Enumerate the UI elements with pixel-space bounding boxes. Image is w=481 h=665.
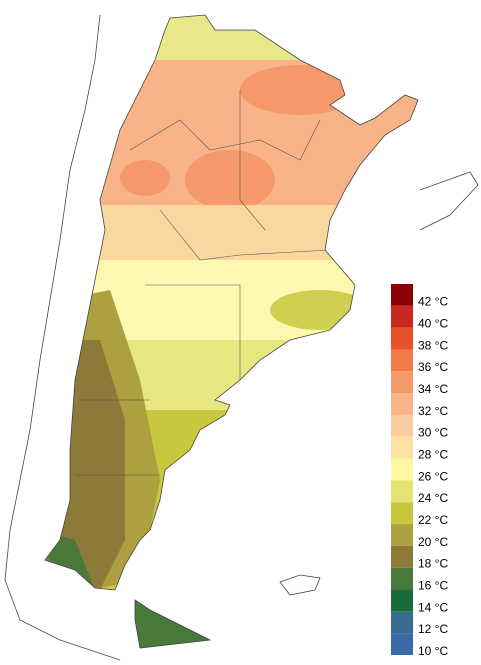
legend-label: 38 °C	[418, 338, 448, 352]
zone	[45, 15, 418, 70]
malvinas	[279, 574, 321, 596]
legend-swatch	[391, 611, 413, 634]
legend-swatch	[391, 393, 413, 415]
legend-swatch	[391, 633, 413, 655]
legend-swatch	[391, 371, 413, 394]
legend-label: 16 °C	[418, 578, 448, 592]
province-borders	[75, 90, 331, 476]
legend-label: 32 °C	[418, 404, 448, 418]
legend-label: 30 °C	[418, 426, 448, 440]
zone	[45, 205, 418, 265]
legend: 42 °C 40 °C 38 °C 36 °C 34 °C 32 °C 30 °C 28 °C…	[391, 284, 448, 658]
legend-swatch	[391, 414, 413, 437]
legend-label: 40 °C	[418, 317, 448, 331]
legend-label: 20 °C	[418, 535, 448, 549]
legend-label: 36 °C	[418, 360, 448, 374]
legend-label: 10 °C	[418, 644, 448, 658]
zone	[185, 150, 275, 210]
legend-swatch	[391, 545, 413, 568]
legend-label: 26 °C	[418, 469, 448, 483]
legend-label: 34 °C	[418, 382, 448, 396]
legend-swatch	[391, 458, 413, 481]
legend-swatch	[391, 284, 413, 306]
zone	[120, 160, 170, 196]
zone	[130, 595, 215, 648]
legend-swatch	[391, 305, 413, 328]
legend-swatch	[391, 327, 413, 350]
legend-label: 28 °C	[418, 447, 448, 461]
legend-label: 12 °C	[418, 622, 448, 636]
legend-label: 24 °C	[418, 491, 448, 505]
country-outline	[44, 14, 419, 649]
legend-swatch	[391, 436, 413, 459]
legend-label: 22 °C	[418, 513, 448, 527]
legend-swatch	[391, 589, 413, 612]
zone	[270, 290, 370, 330]
legend-label: 18 °C	[418, 557, 448, 571]
zone	[240, 65, 360, 115]
legend-swatch	[391, 349, 413, 372]
legend-swatch	[391, 567, 413, 590]
legend-swatch	[391, 480, 413, 503]
legend-swatch	[391, 502, 413, 525]
legend-label: 14 °C	[418, 600, 448, 614]
uruguay-coast	[419, 171, 479, 231]
legend-label: 42 °C	[418, 295, 448, 309]
neighbor-border	[4, 14, 121, 661]
legend-swatch	[391, 524, 413, 546]
